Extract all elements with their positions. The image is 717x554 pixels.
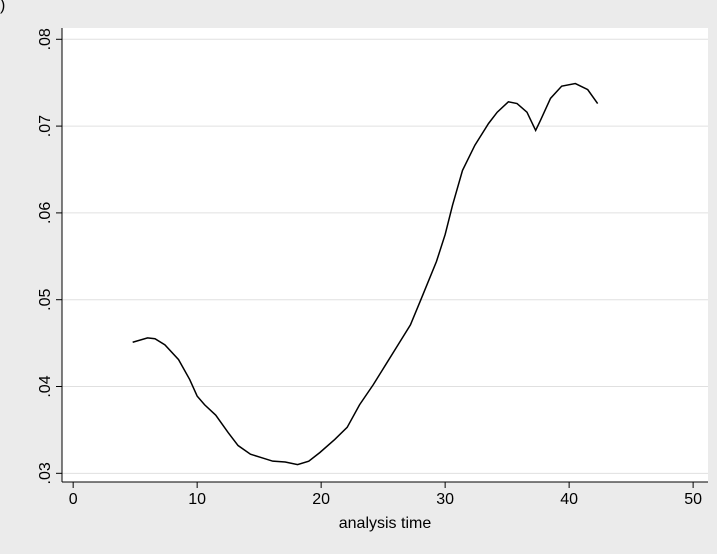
- x-tick-label: 10: [188, 491, 206, 508]
- x-tick-label: 40: [560, 491, 578, 508]
- y-tick-label: .08: [37, 28, 54, 50]
- x-axis-label: analysis time: [339, 515, 432, 532]
- chart-title: ): [0, 0, 5, 14]
- plot-area: [62, 28, 708, 482]
- x-tick-label: 30: [436, 491, 454, 508]
- x-tick-label: 20: [312, 491, 330, 508]
- y-tick-label: .03: [37, 462, 54, 484]
- x-tick-label: 50: [684, 491, 702, 508]
- y-tick-label: .04: [37, 375, 54, 397]
- x-tick-label: 0: [69, 491, 78, 508]
- y-tick-label: .07: [37, 115, 54, 137]
- y-tick-label: .05: [37, 288, 54, 310]
- line-series: [132, 82, 599, 466]
- y-tick-label: .06: [37, 202, 54, 224]
